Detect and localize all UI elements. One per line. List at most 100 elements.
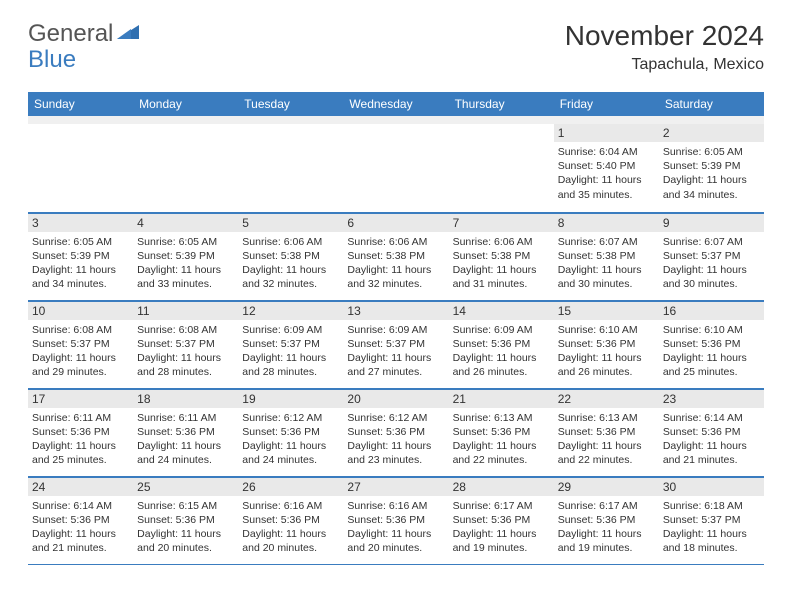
day-number: 5 bbox=[238, 213, 343, 232]
sunset: Sunset: 5:39 PM bbox=[32, 249, 129, 263]
calendar-cell: 13Sunrise: 6:09 AMSunset: 5:37 PMDayligh… bbox=[343, 300, 448, 388]
day-number: 30 bbox=[659, 477, 764, 496]
sunset: Sunset: 5:38 PM bbox=[242, 249, 339, 263]
daylight: Daylight: 11 hours and 19 minutes. bbox=[558, 527, 655, 555]
day-info: Sunrise: 6:06 AMSunset: 5:38 PMDaylight:… bbox=[347, 235, 444, 292]
day-info: Sunrise: 6:09 AMSunset: 5:36 PMDaylight:… bbox=[453, 323, 550, 380]
sunset: Sunset: 5:39 PM bbox=[137, 249, 234, 263]
day-number: 24 bbox=[28, 477, 133, 496]
calendar-cell: 22Sunrise: 6:13 AMSunset: 5:36 PMDayligh… bbox=[554, 388, 659, 476]
daylight: Daylight: 11 hours and 23 minutes. bbox=[347, 439, 444, 467]
sunset: Sunset: 5:37 PM bbox=[32, 337, 129, 351]
day-info: Sunrise: 6:11 AMSunset: 5:36 PMDaylight:… bbox=[32, 411, 129, 468]
calendar-cell: 2Sunrise: 6:05 AMSunset: 5:39 PMDaylight… bbox=[659, 124, 764, 212]
daylight: Daylight: 11 hours and 30 minutes. bbox=[558, 263, 655, 291]
sunrise: Sunrise: 6:08 AM bbox=[137, 323, 234, 337]
calendar-row: 1Sunrise: 6:04 AMSunset: 5:40 PMDaylight… bbox=[28, 124, 764, 212]
dayhead-wednesday: Wednesday bbox=[343, 92, 448, 116]
calendar-body: 1Sunrise: 6:04 AMSunset: 5:40 PMDaylight… bbox=[28, 116, 764, 564]
logo-word2: Blue bbox=[28, 46, 76, 73]
sunrise: Sunrise: 6:05 AM bbox=[32, 235, 129, 249]
day-info: Sunrise: 6:18 AMSunset: 5:37 PMDaylight:… bbox=[663, 499, 760, 556]
sunrise: Sunrise: 6:10 AM bbox=[663, 323, 760, 337]
sunset: Sunset: 5:39 PM bbox=[663, 159, 760, 173]
sunset: Sunset: 5:36 PM bbox=[242, 513, 339, 527]
day-info: Sunrise: 6:06 AMSunset: 5:38 PMDaylight:… bbox=[242, 235, 339, 292]
daylight: Daylight: 11 hours and 35 minutes. bbox=[558, 173, 655, 201]
day-number: 26 bbox=[238, 477, 343, 496]
day-info: Sunrise: 6:10 AMSunset: 5:36 PMDaylight:… bbox=[663, 323, 760, 380]
logo-word2-wrap: Blue bbox=[28, 46, 76, 74]
calendar-table: SundayMondayTuesdayWednesdayThursdayFrid… bbox=[28, 92, 764, 565]
calendar-cell: 24Sunrise: 6:14 AMSunset: 5:36 PMDayligh… bbox=[28, 476, 133, 564]
day-info: Sunrise: 6:10 AMSunset: 5:36 PMDaylight:… bbox=[558, 323, 655, 380]
sunset: Sunset: 5:36 PM bbox=[558, 513, 655, 527]
daylight: Daylight: 11 hours and 25 minutes. bbox=[32, 439, 129, 467]
calendar-cell-empty bbox=[238, 124, 343, 212]
calendar-row: 10Sunrise: 6:08 AMSunset: 5:37 PMDayligh… bbox=[28, 300, 764, 388]
sunset: Sunset: 5:38 PM bbox=[558, 249, 655, 263]
calendar-head: SundayMondayTuesdayWednesdayThursdayFrid… bbox=[28, 92, 764, 116]
daylight: Daylight: 11 hours and 28 minutes. bbox=[242, 351, 339, 379]
day-number: 8 bbox=[554, 213, 659, 232]
day-info: Sunrise: 6:05 AMSunset: 5:39 PMDaylight:… bbox=[32, 235, 129, 292]
daylight: Daylight: 11 hours and 30 minutes. bbox=[663, 263, 760, 291]
sunrise: Sunrise: 6:15 AM bbox=[137, 499, 234, 513]
day-number: 4 bbox=[133, 213, 238, 232]
day-info: Sunrise: 6:04 AMSunset: 5:40 PMDaylight:… bbox=[558, 145, 655, 202]
day-info: Sunrise: 6:16 AMSunset: 5:36 PMDaylight:… bbox=[347, 499, 444, 556]
calendar-cell: 26 Sunrise: 6:16 AMSunset: 5:36 PMDayligh… bbox=[238, 476, 343, 564]
daylight: Daylight: 11 hours and 24 minutes. bbox=[137, 439, 234, 467]
sunrise: Sunrise: 6:09 AM bbox=[242, 323, 339, 337]
daylight: Daylight: 11 hours and 34 minutes. bbox=[663, 173, 760, 201]
day-info: Sunrise: 6:12 AMSunset: 5:36 PMDaylight:… bbox=[242, 411, 339, 468]
sunrise: Sunrise: 6:14 AM bbox=[663, 411, 760, 425]
sunrise: Sunrise: 6:16 AM bbox=[347, 499, 444, 513]
sunrise: Sunrise: 6:07 AM bbox=[558, 235, 655, 249]
daylight: Daylight: 11 hours and 22 minutes. bbox=[558, 439, 655, 467]
day-info: Sunrise: 6:07 AMSunset: 5:38 PMDaylight:… bbox=[558, 235, 655, 292]
sunset: Sunset: 5:40 PM bbox=[558, 159, 655, 173]
calendar-cell: 12Sunrise: 6:09 AMSunset: 5:37 PMDayligh… bbox=[238, 300, 343, 388]
sunset: Sunset: 5:36 PM bbox=[453, 513, 550, 527]
sunrise: Sunrise: 6:09 AM bbox=[453, 323, 550, 337]
sunset: Sunset: 5:36 PM bbox=[137, 425, 234, 439]
sunrise: Sunrise: 6:08 AM bbox=[32, 323, 129, 337]
daylight: Daylight: 11 hours and 22 minutes. bbox=[453, 439, 550, 467]
day-number: 18 bbox=[133, 389, 238, 408]
sunset: Sunset: 5:36 PM bbox=[32, 425, 129, 439]
day-number: 7 bbox=[449, 213, 554, 232]
calendar-cell-empty bbox=[133, 124, 238, 212]
day-number: 14 bbox=[449, 301, 554, 320]
day-number: 15 bbox=[554, 301, 659, 320]
calendar-cell-empty bbox=[343, 124, 448, 212]
daylight: Daylight: 11 hours and 18 minutes. bbox=[663, 527, 760, 555]
day-number: 19 bbox=[238, 389, 343, 408]
sunset: Sunset: 5:36 PM bbox=[347, 513, 444, 527]
sunset: Sunset: 5:36 PM bbox=[558, 337, 655, 351]
daylight: Daylight: 11 hours and 34 minutes. bbox=[32, 263, 129, 291]
day-number: 23 bbox=[659, 389, 764, 408]
calendar-cell: 9Sunrise: 6:07 AMSunset: 5:37 PMDaylight… bbox=[659, 212, 764, 300]
daylight: Daylight: 11 hours and 26 minutes. bbox=[558, 351, 655, 379]
calendar-cell: 10Sunrise: 6:08 AMSunset: 5:37 PMDayligh… bbox=[28, 300, 133, 388]
calendar-cell: 7Sunrise: 6:06 AMSunset: 5:38 PMDaylight… bbox=[449, 212, 554, 300]
day-info: Sunrise: 6:13 AMSunset: 5:36 PMDaylight:… bbox=[453, 411, 550, 468]
calendar-cell: 30 Sunrise: 6:18 AMSunset: 5:37 PMDayligh… bbox=[659, 476, 764, 564]
sunrise: Sunrise: 6:16 AM bbox=[242, 499, 339, 513]
day-number: 2 bbox=[659, 124, 764, 142]
calendar-cell: 29Sunrise: 6:17 AMSunset: 5:36 PMDayligh… bbox=[554, 476, 659, 564]
calendar-row: 24Sunrise: 6:14 AMSunset: 5:36 PMDayligh… bbox=[28, 476, 764, 564]
calendar-cell: 18Sunrise: 6:11 AMSunset: 5:36 PMDayligh… bbox=[133, 388, 238, 476]
daylight: Daylight: 11 hours and 20 minutes. bbox=[242, 527, 339, 555]
calendar-row: 3Sunrise: 6:05 AMSunset: 5:39 PMDaylight… bbox=[28, 212, 764, 300]
daylight: Daylight: 11 hours and 28 minutes. bbox=[137, 351, 234, 379]
sunset: Sunset: 5:36 PM bbox=[242, 425, 339, 439]
day-info: Sunrise: 6:08 AMSunset: 5:37 PMDaylight:… bbox=[32, 323, 129, 380]
calendar-cell: 5 Sunrise: 6:06 AMSunset: 5:38 PMDaylight… bbox=[238, 212, 343, 300]
day-info: Sunrise: 6:14 AMSunset: 5:36 PMDaylight:… bbox=[663, 411, 760, 468]
daylight: Daylight: 11 hours and 21 minutes. bbox=[663, 439, 760, 467]
dayhead-tuesday: Tuesday bbox=[238, 92, 343, 116]
calendar-cell: 20Sunrise: 6:12 AMSunset: 5:36 PMDayligh… bbox=[343, 388, 448, 476]
sunrise: Sunrise: 6:17 AM bbox=[453, 499, 550, 513]
